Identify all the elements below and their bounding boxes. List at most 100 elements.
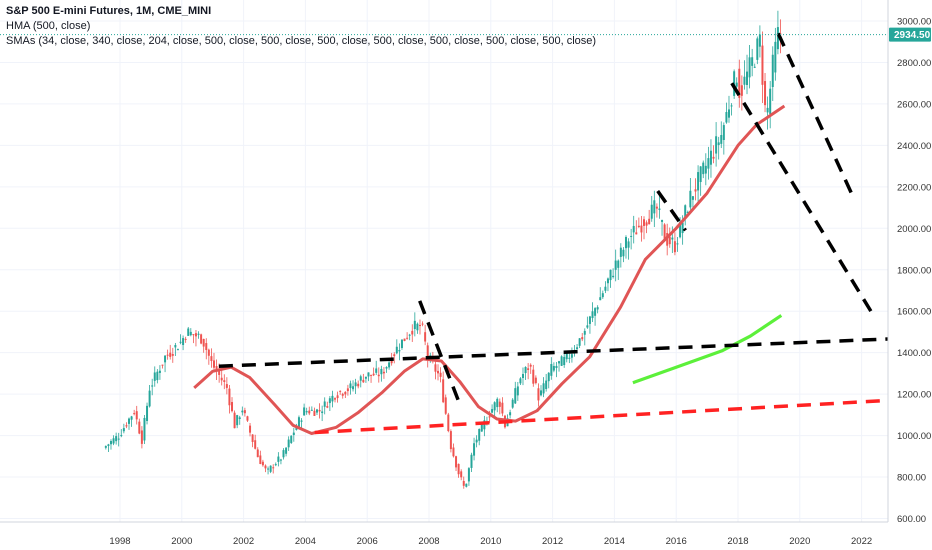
hma-legend[interactable]: HMA (500, close) bbox=[6, 20, 91, 32]
candle-body bbox=[635, 232, 638, 235]
candle-body bbox=[349, 383, 352, 389]
candle-body bbox=[668, 236, 671, 245]
candle-body bbox=[653, 200, 656, 214]
price-axis[interactable] bbox=[888, 0, 932, 550]
candle-body bbox=[704, 165, 707, 174]
series-line-5 bbox=[730, 82, 873, 313]
candle-body bbox=[290, 435, 293, 443]
candle-body bbox=[182, 338, 185, 346]
candle-body bbox=[643, 219, 646, 226]
candle-body bbox=[164, 355, 167, 363]
candle-body bbox=[323, 401, 326, 407]
candle-body bbox=[282, 450, 285, 458]
candle-body bbox=[702, 162, 705, 175]
candle-body bbox=[511, 399, 514, 408]
candle-body bbox=[104, 446, 107, 448]
candle-body bbox=[385, 367, 388, 369]
candle-body bbox=[424, 332, 427, 342]
candle-body bbox=[532, 369, 535, 384]
candle-body bbox=[341, 393, 344, 396]
last-price-tag-bg bbox=[889, 27, 931, 42]
candle-body bbox=[601, 293, 604, 298]
candle-body bbox=[321, 411, 324, 414]
candle-body bbox=[632, 225, 635, 233]
candle-body bbox=[413, 320, 416, 330]
candle-body bbox=[189, 331, 192, 336]
candle-body bbox=[138, 421, 141, 434]
candle-body bbox=[156, 371, 159, 381]
candle-body bbox=[261, 461, 264, 466]
candle-body bbox=[730, 105, 733, 107]
candle-body bbox=[192, 334, 195, 336]
candle-body bbox=[228, 388, 231, 406]
candle-body bbox=[648, 218, 651, 225]
legend: S&P 500 E-mini Futures, 1M, CME_MINI HMA… bbox=[6, 4, 596, 49]
x-tick-label: 2010 bbox=[480, 536, 501, 547]
candle-body bbox=[406, 337, 409, 339]
candle-body bbox=[223, 380, 226, 382]
candle-body bbox=[169, 352, 172, 357]
candle-body bbox=[331, 395, 334, 402]
series-line-7 bbox=[418, 300, 462, 406]
candles bbox=[104, 10, 782, 489]
candle-body bbox=[542, 383, 545, 394]
x-tick-label: 2004 bbox=[295, 536, 316, 547]
candle-body bbox=[717, 142, 720, 146]
candle-body bbox=[158, 370, 161, 373]
x-tick-label: 2012 bbox=[542, 536, 563, 547]
candle-body bbox=[570, 354, 573, 358]
candle-body bbox=[336, 395, 339, 399]
candle-body bbox=[370, 374, 373, 376]
candle-body bbox=[470, 454, 473, 468]
candle-body bbox=[300, 420, 303, 422]
candle-body bbox=[671, 237, 674, 240]
candle-body bbox=[560, 356, 563, 366]
candle-body bbox=[527, 368, 530, 370]
candle-body bbox=[246, 416, 249, 421]
candle-body bbox=[243, 410, 246, 414]
candle-body bbox=[161, 364, 164, 366]
candle-body bbox=[218, 368, 221, 375]
candle-body bbox=[658, 208, 661, 210]
candle-body bbox=[380, 368, 383, 375]
candle-body bbox=[709, 150, 712, 165]
candle-body bbox=[684, 205, 687, 219]
candle-body bbox=[254, 440, 257, 449]
candle-body bbox=[756, 38, 759, 60]
candle-body bbox=[637, 225, 640, 227]
y-tick-label: 1600.00 bbox=[897, 307, 931, 318]
candle-body bbox=[534, 377, 537, 384]
candle-body bbox=[151, 385, 154, 387]
candle-body bbox=[521, 373, 524, 379]
candle-body bbox=[591, 311, 594, 319]
candle-body bbox=[529, 364, 532, 367]
y-tick-label: 1400.00 bbox=[897, 348, 931, 359]
time-axis[interactable] bbox=[0, 522, 932, 550]
candle-body bbox=[382, 371, 385, 374]
candle-body bbox=[761, 45, 764, 85]
candle-body bbox=[166, 354, 169, 356]
candle-body bbox=[771, 54, 774, 87]
candle-body bbox=[465, 483, 468, 487]
candle-body bbox=[305, 411, 308, 413]
candle-body bbox=[715, 136, 718, 154]
candle-body bbox=[663, 224, 666, 240]
symbol-title[interactable]: S&P 500 E-mini Futures, 1M, CME_MINI bbox=[6, 5, 212, 17]
candle-body bbox=[676, 243, 679, 245]
candle-body bbox=[171, 353, 174, 356]
y-tick-label: 800.00 bbox=[897, 473, 926, 484]
candle-body bbox=[442, 379, 445, 403]
candle-body bbox=[259, 455, 262, 464]
smas-legend[interactable]: SMAs (34, close, 340, close, 204, close,… bbox=[6, 35, 597, 47]
y-tick-label: 3000.00 bbox=[897, 17, 931, 28]
candle-body bbox=[328, 398, 331, 404]
candle-body bbox=[285, 447, 288, 454]
candle-body bbox=[727, 109, 730, 118]
candle-body bbox=[748, 57, 751, 78]
candle-body bbox=[115, 436, 118, 442]
candle-body bbox=[377, 374, 380, 377]
candle-body bbox=[475, 439, 478, 443]
candle-body bbox=[269, 465, 272, 472]
candle-body bbox=[194, 333, 197, 337]
candle-body bbox=[568, 357, 571, 359]
